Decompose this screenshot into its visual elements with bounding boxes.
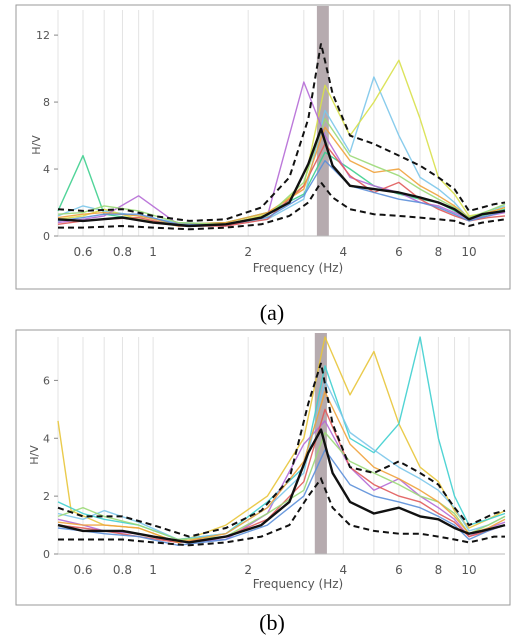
panel-b-station-curve-6: [57, 431, 506, 541]
panel-a-station-curve-6: [57, 126, 506, 226]
panel-a-x-tick-label: 2: [244, 245, 252, 259]
panel-a-station-curve-8: [57, 118, 506, 226]
panel-b-x-tick-label: 8: [435, 563, 443, 577]
panel-b-x-tick-label: 10: [461, 563, 476, 577]
panel-a-x-tick-label: 8: [435, 245, 443, 259]
panel-b-station-curve-8: [57, 391, 506, 544]
panel-b-y-axis-label: H/V: [28, 445, 41, 465]
panel-b-x-tick-label: 0.6: [73, 563, 92, 577]
panel-b-grid: [57, 337, 470, 554]
panel-a-y-tick-label: 8: [43, 96, 50, 109]
panel-b-y-tick-label: 2: [43, 490, 50, 503]
panel-a-x-tick-label: 10: [461, 245, 476, 259]
chart-panel-b: 0 2 4 6 0.6 0.8 1 2 4 6 8 10 H/V Frequency (Hz): [15, 329, 511, 606]
panel-a-y-tick-label: 12: [36, 29, 50, 42]
panel-a-station-curve-7: [57, 159, 506, 226]
panel-b-x-axis-label: Frequency (Hz): [253, 577, 344, 591]
panel-a-x-tick-label: 0.8: [113, 245, 132, 259]
panel-a-station-curve-4: [57, 81, 506, 227]
panel-a-x-tick-label: 0.6: [73, 245, 92, 259]
panel-b-y-tick-label: 6: [43, 374, 50, 387]
panel-b-x-tick-label: 0.8: [113, 563, 132, 577]
panel-a-x-axis-label: Frequency (Hz): [253, 261, 344, 275]
panel-b-series: [57, 336, 506, 547]
panel-b-x-tick-label: 6: [395, 563, 403, 577]
panel-b-x-tick-label: 1: [149, 563, 157, 577]
panel-b-station-curve-7: [57, 449, 506, 546]
panel-a-x-tick-label: 6: [395, 245, 403, 259]
panel-b-y-tick-label: 4: [43, 432, 50, 445]
panel-a-caption: (a): [260, 300, 284, 325]
panel-b-frame: [15, 329, 511, 606]
panel-a-series: [57, 43, 506, 231]
panel-a-x-tick-label: 4: [339, 245, 347, 259]
panel-b-axes: 0 2 4 6 0.6 0.8 1 2 4 6 8 10: [43, 374, 505, 577]
panel-a-mean-curve: [57, 127, 506, 228]
panel-a-x-tick-label: 1: [149, 245, 157, 259]
panel-b-x-tick-label: 2: [244, 563, 252, 577]
panel-a-std-curve-2: [58, 180, 506, 231]
panel-b-y-tick-label: 0: [43, 548, 50, 561]
panel-a-station-curve-5: [57, 143, 506, 227]
panel-a-y-axis-label: H/V: [30, 135, 43, 155]
panel-b-mean-curve: [57, 428, 506, 544]
panel-a-y-tick-label: 4: [43, 163, 50, 176]
panel-b-std-curve-2: [58, 476, 505, 547]
panel-a-frame: [15, 4, 511, 290]
panel-b-x-tick-label: 4: [339, 563, 347, 577]
panel-b-std-curve-1: [57, 362, 506, 538]
panel-a-y-tick-label: 0: [43, 230, 50, 243]
panel-b-caption: (b): [259, 610, 285, 635]
